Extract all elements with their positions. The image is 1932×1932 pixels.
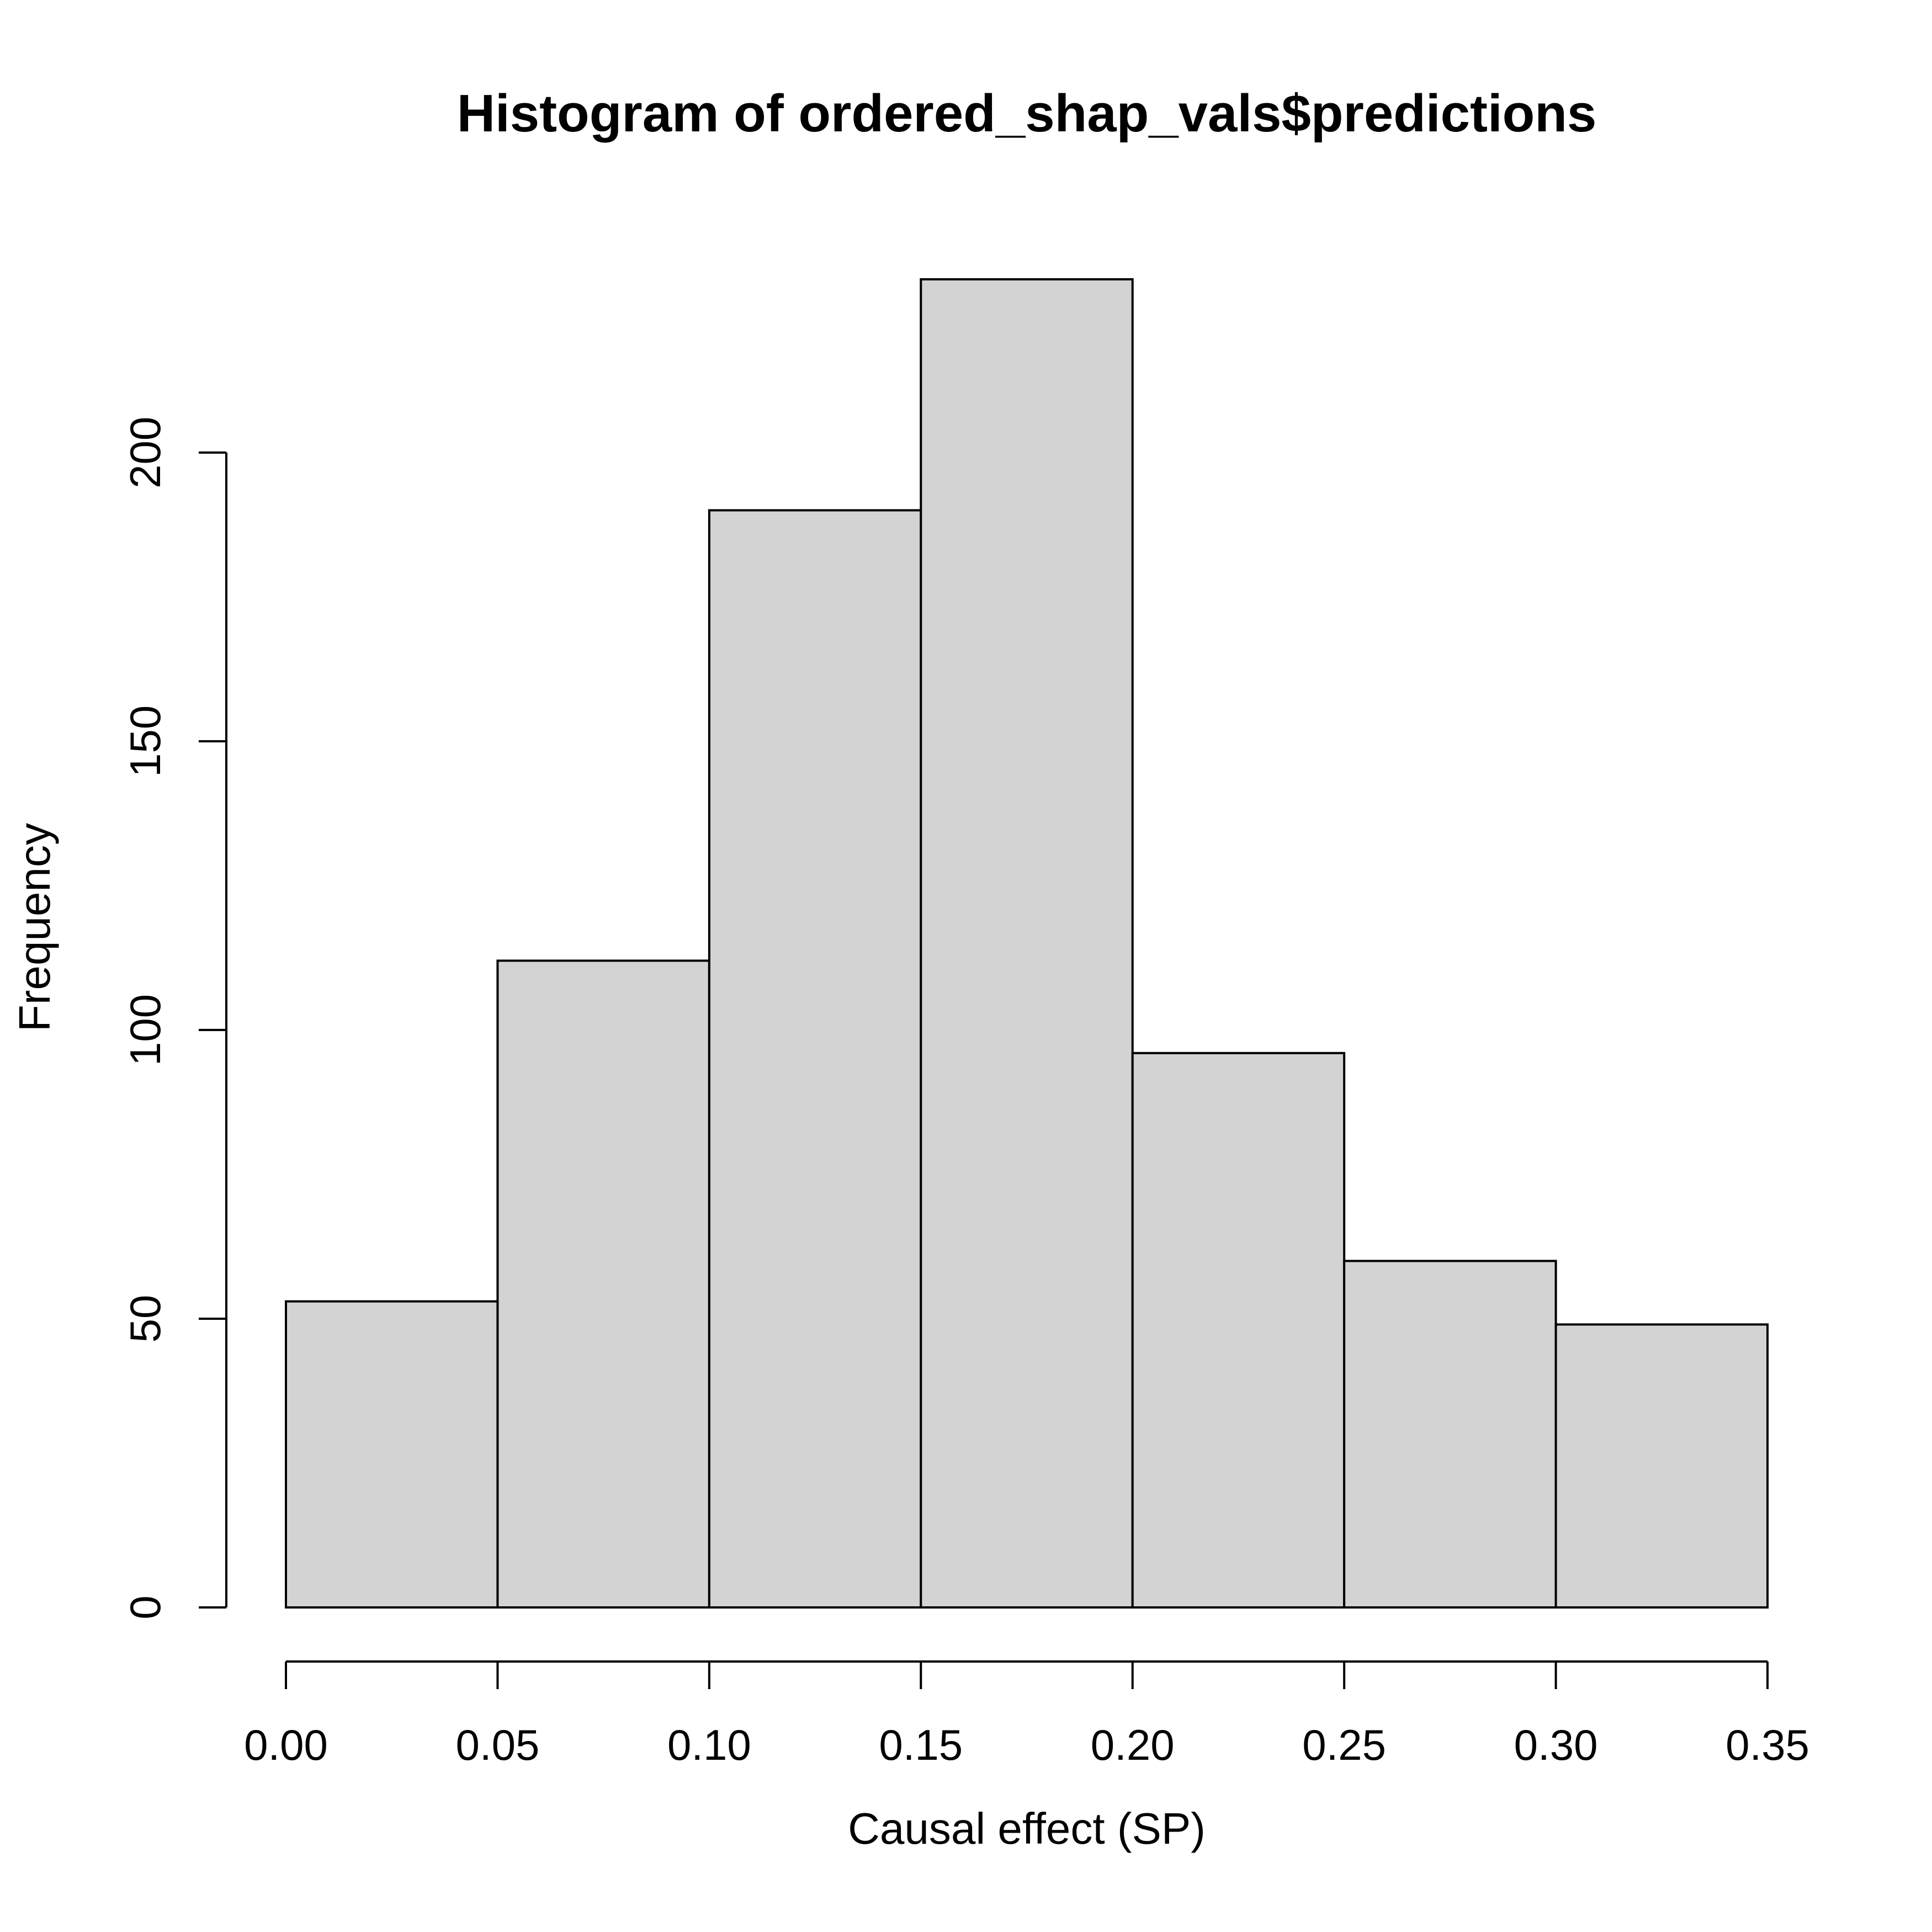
histogram-bar: [1131, 1052, 1346, 1609]
histogram-bar: [285, 1300, 499, 1609]
histogram-bar: [1554, 1323, 1769, 1609]
y-tick-label: 50: [121, 1295, 169, 1343]
histogram-bar: [708, 509, 922, 1609]
y-tick-label: 200: [121, 417, 169, 489]
x-tick-label: 0.15: [879, 1721, 963, 1769]
x-tick-label: 0.30: [1514, 1721, 1598, 1769]
chart-title: Histogram of ordered_shap_vals$predictio…: [457, 84, 1597, 143]
x-tick-label: 0.20: [1091, 1721, 1175, 1769]
y-axis: 0 50 100 150 200: [121, 417, 227, 1620]
x-tick-label: 0.10: [667, 1721, 751, 1769]
histogram-bar: [496, 959, 710, 1609]
x-tick-label: 0.35: [1726, 1721, 1809, 1769]
histogram-bar: [920, 278, 1134, 1609]
y-tick-label: 100: [121, 994, 169, 1066]
histogram-bar: [1343, 1260, 1557, 1609]
y-tick-label: 150: [121, 705, 169, 777]
x-axis: 0.00 0.05 0.10 0.15 0.20 0.25 0.30 0.35: [244, 1660, 1809, 1769]
bars-group: [285, 278, 1769, 1609]
x-tick-label: 0.25: [1302, 1721, 1386, 1769]
y-axis-label: Frequency: [10, 823, 59, 1032]
y-tick-label: 0: [121, 1595, 169, 1619]
x-tick-label: 0.05: [456, 1721, 540, 1769]
x-axis-label: Causal effect (SP): [848, 1804, 1206, 1853]
x-tick-label: 0.00: [244, 1721, 328, 1769]
